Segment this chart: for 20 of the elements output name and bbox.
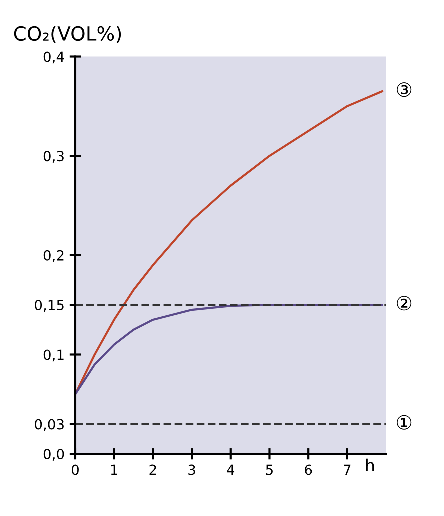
y-tick-label: 0,4 [44,52,64,64]
y-tick-label: 0,15 [35,300,64,312]
x-tick-label: 7 [344,464,351,476]
y-tick-label: 0,03 [35,419,64,432]
x-tick-label: 0 [72,464,79,476]
x-axis-title: h [366,458,374,472]
x-tick-label: 6 [305,464,312,476]
ref-line-label: ① [397,415,412,430]
y-tick-label: 0,2 [44,250,64,262]
y-tick-label: 0,1 [44,350,64,362]
series-label: ③ [397,82,412,98]
y-tick-label: 0,0 [44,449,64,461]
y-tick-label: 0,3 [44,151,64,163]
x-tick-label: 1 [111,464,118,476]
x-tick-label: 5 [266,464,273,476]
x-tick-label: 2 [150,464,156,476]
x-tick-label: 3 [188,464,196,476]
ref-line-label: ② [397,296,412,311]
x-tick-label: 4 [227,464,235,476]
y-axis-title: CO₂(VOL%) [14,26,122,44]
